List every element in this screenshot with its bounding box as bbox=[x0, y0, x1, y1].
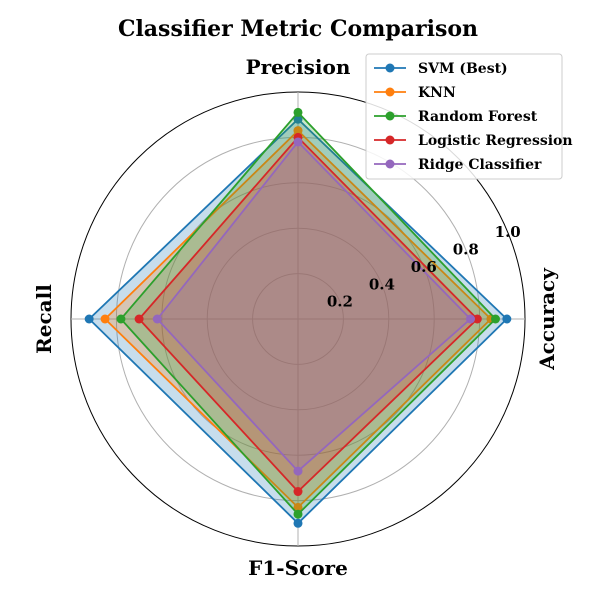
series-point bbox=[152, 314, 162, 324]
series-point bbox=[490, 314, 500, 324]
legend-label-knn: KNN bbox=[418, 85, 456, 101]
series-point bbox=[293, 509, 303, 519]
series-point bbox=[134, 314, 144, 324]
legend-label-svm: SVM (Best) bbox=[418, 61, 508, 77]
rtick-label-5: 1.0 bbox=[495, 223, 521, 241]
legend-swatch-marker bbox=[385, 159, 395, 169]
legend-box bbox=[365, 53, 563, 180]
legend-swatch-marker bbox=[385, 111, 395, 121]
legend-swatch-marker bbox=[385, 135, 395, 145]
rtick-label-2: 0.4 bbox=[369, 275, 395, 293]
legend-label-logistic-regression: Logistic Regression bbox=[418, 133, 573, 149]
legend: SVM (Best) KNN Random Forest Logistic Re… bbox=[365, 53, 573, 180]
series-point bbox=[293, 502, 303, 512]
series-fill bbox=[120, 112, 496, 515]
axis-label-accuracy: Accuracy bbox=[535, 267, 559, 371]
series-point bbox=[502, 314, 512, 324]
series-point bbox=[472, 314, 482, 324]
axis-label-f1-score: F1-Score bbox=[248, 556, 348, 580]
series-point bbox=[100, 314, 110, 324]
series-point bbox=[293, 137, 303, 147]
series-point bbox=[116, 314, 126, 324]
legend-label-random-forest: Random Forest bbox=[418, 109, 538, 125]
series-point bbox=[293, 518, 303, 528]
rtick-label-3: 0.6 bbox=[411, 258, 437, 276]
series-fill bbox=[139, 137, 478, 492]
axis-label-precision: Precision bbox=[246, 55, 351, 79]
series-point bbox=[466, 314, 476, 324]
series-point bbox=[293, 107, 303, 117]
rtick-label-1: 0.2 bbox=[327, 293, 353, 311]
legend-swatch-marker bbox=[385, 87, 395, 97]
rtick-label-4: 0.8 bbox=[453, 241, 479, 259]
series-point bbox=[293, 114, 303, 124]
series-point bbox=[84, 314, 94, 324]
chart-title: Classifier Metric Comparison bbox=[118, 16, 478, 42]
radial-tick-labels: 0.2 0.4 0.6 0.8 1.0 bbox=[327, 223, 521, 311]
series-point bbox=[293, 487, 303, 497]
legend-swatch-marker bbox=[385, 63, 395, 73]
axis-labels: Accuracy Precision Recall F1-Score bbox=[32, 55, 559, 580]
axis-label-recall: Recall bbox=[32, 284, 56, 354]
series-point bbox=[293, 466, 303, 476]
series-fill bbox=[157, 141, 471, 472]
series-point bbox=[293, 126, 303, 136]
legend-label-ridge-classifier: Ridge Classifier bbox=[418, 157, 542, 173]
radar-series bbox=[84, 107, 512, 528]
